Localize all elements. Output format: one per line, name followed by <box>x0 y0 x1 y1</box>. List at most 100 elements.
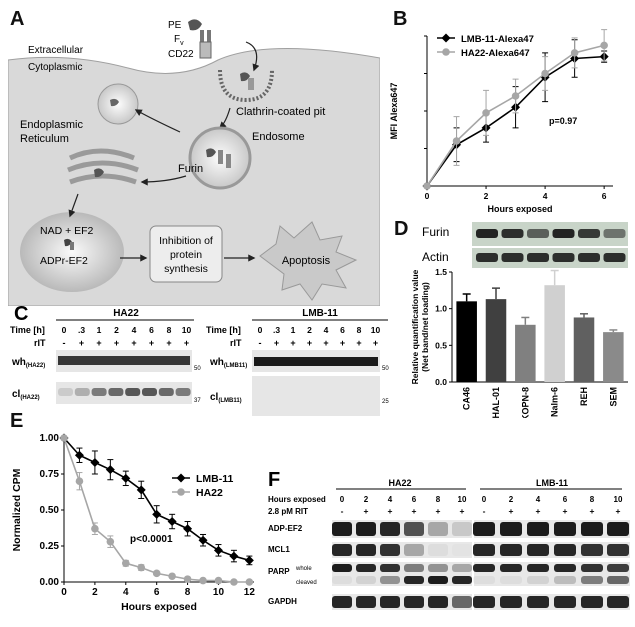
y-axis-title: MFI Alexa647 <box>389 83 399 140</box>
data-point <box>183 524 193 534</box>
actin-band <box>552 253 575 262</box>
data-point <box>198 535 208 545</box>
panel-e-chart: 0 2 4 6 8 10 12 0.00 0.25 0.50 0.75 1.00 Hours expos… <box>11 433 256 613</box>
actin-band <box>501 253 524 262</box>
data-point <box>167 517 177 527</box>
inhibition-text-1: Inhibition of <box>159 235 213 247</box>
band <box>607 522 629 536</box>
cytosol-cloud <box>20 212 124 292</box>
treatment-sign: - <box>341 506 344 516</box>
data-point <box>105 465 115 475</box>
band <box>607 564 629 572</box>
er-label-1: Endoplasmic <box>20 119 83 131</box>
band <box>554 544 576 556</box>
data-point <box>152 509 162 519</box>
immunotoxin-icon <box>188 19 212 59</box>
hour-label: 6 <box>412 495 417 504</box>
panel-b-chart: 0 2 4 6 Hours exposed MFI Alexa647 LMB-11-Alex… <box>389 29 613 214</box>
time-label: 2 <box>307 325 312 335</box>
f-row-gapdh: GAPDH <box>268 597 297 606</box>
data-point <box>229 551 239 561</box>
band <box>404 564 424 572</box>
band <box>356 544 376 556</box>
series-1 <box>422 39 609 191</box>
x-tick-label: 12 <box>244 587 256 598</box>
legend-marker <box>177 488 185 496</box>
data-point <box>214 576 223 585</box>
band <box>581 544 603 556</box>
c-wh-lmb11-label: wh(LMB11) <box>209 357 247 369</box>
furin-band <box>527 229 549 238</box>
y-axis-title-2: (Net band/net loading) <box>420 282 430 372</box>
c-time-label-ha22: Time [h] <box>10 325 45 335</box>
inhibition-box <box>149 225 223 283</box>
blot-strip <box>474 542 630 558</box>
data-point <box>74 450 84 460</box>
cytoplasmic-label: Cytoplasmic <box>28 62 82 73</box>
data-point <box>600 41 608 50</box>
panel-a: Extracellular Cytoplasmic PE Fv CD22 Cla… <box>7 8 381 307</box>
treatment-sign: + <box>412 506 417 516</box>
legend-label: HA22 <box>196 487 223 499</box>
blot-strip <box>332 520 472 538</box>
f-row-mcl1: MCL1 <box>268 545 290 554</box>
band <box>404 544 424 556</box>
band <box>527 564 549 572</box>
y-tick-label: 0.00 <box>40 577 60 588</box>
data-point <box>183 575 192 583</box>
y-tick-label: 0.5 <box>435 340 447 350</box>
x-axis-title: Hours exposed <box>121 601 197 613</box>
band <box>428 544 448 556</box>
actin-band <box>476 253 498 262</box>
band <box>356 564 376 572</box>
panel-f-letter: F <box>268 469 280 491</box>
time-label: 6 <box>149 325 154 335</box>
f-row-adp-ef2: ADP-EF2 <box>268 524 303 533</box>
d-actin-label: Actin <box>422 250 449 264</box>
panel-a-diagram: Extracellular Cytoplasmic PE Fv CD22 Cla… <box>7 19 381 307</box>
band <box>380 564 400 572</box>
bar <box>544 285 565 382</box>
treatment-sign: + <box>616 506 621 516</box>
band <box>332 544 352 556</box>
treatment-sign: + <box>290 338 295 348</box>
c-rit-label-ha22: rIT <box>34 338 46 348</box>
band <box>500 522 522 536</box>
band <box>428 564 448 572</box>
endosome-label: Endosome <box>252 131 305 143</box>
c-cl-lmb11-blot <box>252 376 380 416</box>
x-tick-label: 2 <box>92 587 98 598</box>
p-value-annotation: p=0.97 <box>549 116 577 126</box>
data-point <box>106 537 115 546</box>
y-tick-label: 1.5 <box>435 267 447 277</box>
blot-strip <box>332 542 472 558</box>
blot-strip <box>474 574 630 586</box>
panel-c-letter: C <box>14 303 28 325</box>
data-point <box>244 555 254 565</box>
f-row-parp: PARP <box>268 567 290 576</box>
band <box>452 544 472 556</box>
bar <box>456 301 477 382</box>
hour-label: 2 <box>509 495 514 504</box>
fv-label: Fv <box>174 34 184 47</box>
y-tick-label: 0.50 <box>40 505 60 516</box>
x-tick-label: 4 <box>543 191 548 201</box>
band <box>581 522 603 536</box>
er-icon <box>67 148 139 185</box>
x-tick-label: CA46 <box>462 387 472 410</box>
band <box>554 576 576 584</box>
data-point <box>90 457 100 467</box>
series-2 <box>60 434 254 586</box>
time-label: .3 <box>78 325 85 335</box>
cleaved-band <box>91 388 107 396</box>
band <box>607 544 629 556</box>
actin-band <box>603 253 626 262</box>
data-point <box>541 69 549 78</box>
apoptotic-cell-icon <box>259 221 358 301</box>
band <box>428 596 448 608</box>
series-1 <box>59 433 254 566</box>
x-tick-label: 4 <box>123 587 129 598</box>
treatment-sign: + <box>149 338 154 348</box>
vesicle-icon <box>97 83 139 125</box>
y-axis-title-1: Relative quantification value <box>410 269 420 384</box>
